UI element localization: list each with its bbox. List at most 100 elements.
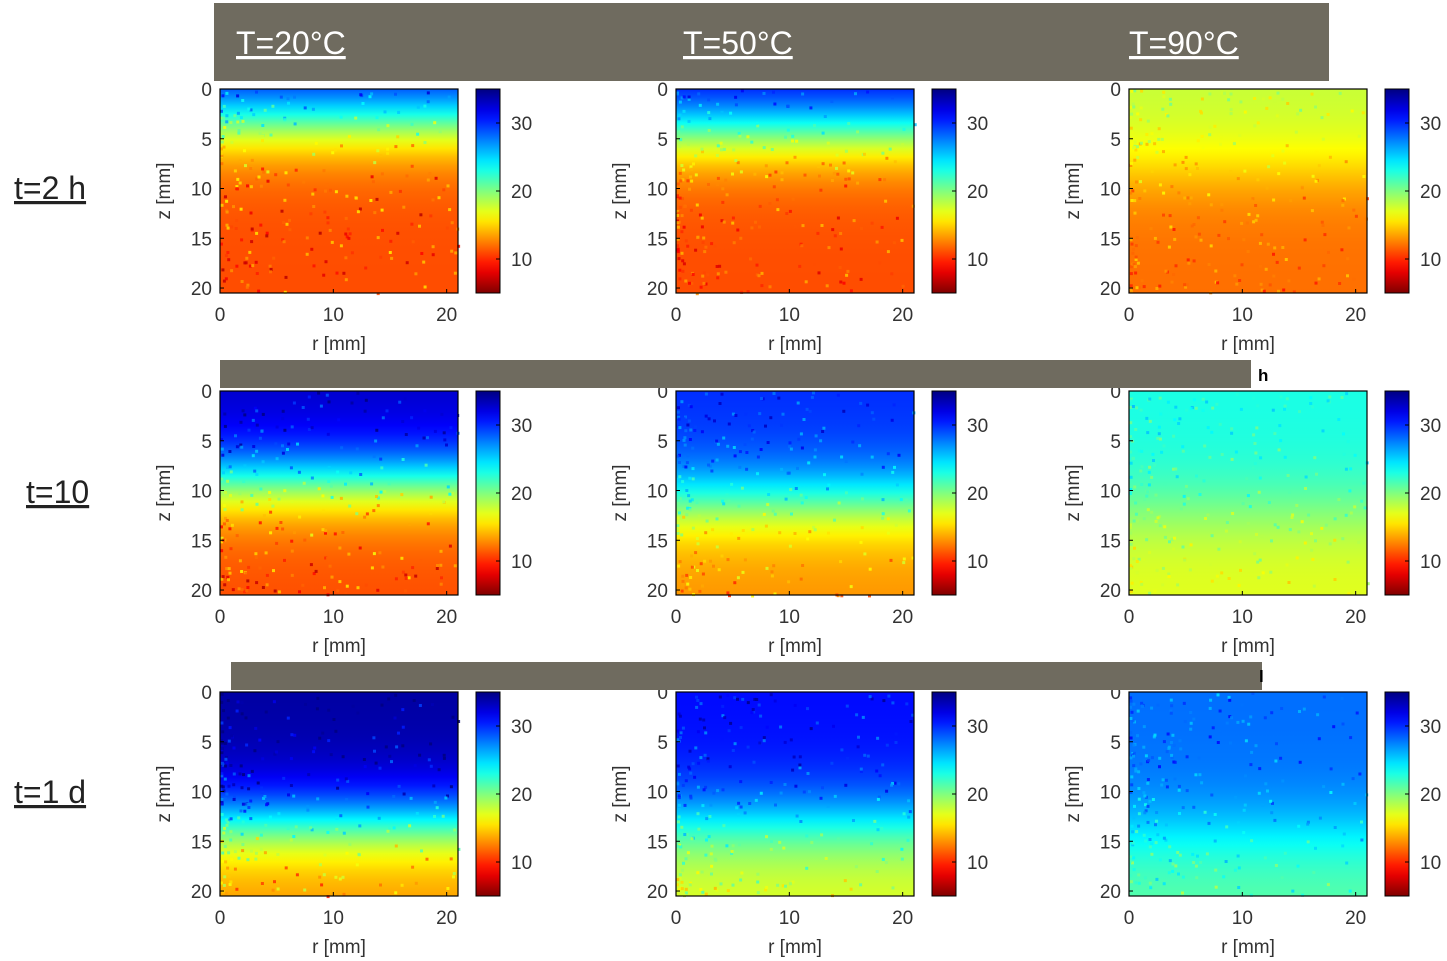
colorbar-tick-label: 30 xyxy=(1420,416,1441,437)
y-tick-label: 20 xyxy=(191,581,212,602)
colorbar-tick-label: 20 xyxy=(967,484,988,505)
colorbar-tick-label: 20 xyxy=(1420,182,1441,203)
colorbar-tick-label: 20 xyxy=(967,785,988,806)
y-tick-label: 20 xyxy=(191,279,212,300)
row-label-t2h: t=2 h xyxy=(14,170,86,206)
x-axis-label: r [mm] xyxy=(768,636,822,657)
y-tick-label: 20 xyxy=(1100,882,1121,903)
x-tick-label: 20 xyxy=(436,607,457,628)
x-tick-label: 20 xyxy=(892,908,913,929)
x-tick-label: 20 xyxy=(436,908,457,929)
colorbar-tick-label: 20 xyxy=(511,484,532,505)
colorbar-tick-label: 30 xyxy=(1420,114,1441,135)
y-axis-label: z [mm] xyxy=(154,465,175,522)
x-tick-label: 0 xyxy=(671,607,682,628)
y-tick-label: 20 xyxy=(647,882,668,903)
y-tick-label: 15 xyxy=(647,531,668,552)
colorbar-tick-label: 30 xyxy=(511,416,532,437)
x-tick-label: 20 xyxy=(892,607,913,628)
occluded-fragment-2: h xyxy=(1258,366,1268,385)
y-axis-label: z [mm] xyxy=(610,163,631,220)
colorbar-tick-label: 10 xyxy=(967,250,988,271)
x-tick-label: 20 xyxy=(892,305,913,326)
colorbar-tick-label: 10 xyxy=(967,552,988,573)
y-axis-label: z [mm] xyxy=(1063,465,1084,522)
y-tick-label: 0 xyxy=(657,80,668,101)
y-tick-label: 0 xyxy=(1110,80,1121,101)
heatmap-noise xyxy=(220,89,461,296)
x-axis-label: r [mm] xyxy=(312,334,366,355)
column-title-t20: T=20°C xyxy=(236,25,346,61)
colorbar-tick-label: 30 xyxy=(967,114,988,135)
row-divider-bar-3 xyxy=(231,662,1262,690)
heatmap-noise xyxy=(1129,692,1369,897)
colorbar-tick-label: 10 xyxy=(511,853,532,874)
axes-frame xyxy=(219,390,459,596)
x-axis-label: r [mm] xyxy=(1221,334,1275,355)
axes-frame xyxy=(1128,88,1368,294)
x-tick-label: 10 xyxy=(323,305,344,326)
x-tick-label: 0 xyxy=(1124,305,1135,326)
colorbar-tick-label: 10 xyxy=(511,250,532,271)
colorbar-tick-label: 20 xyxy=(967,182,988,203)
heatmap-field xyxy=(1129,692,1367,896)
axes-frame xyxy=(219,88,459,294)
heatmap-noise xyxy=(220,391,460,597)
x-axis-label: r [mm] xyxy=(1221,937,1275,958)
y-axis-label: z [mm] xyxy=(154,163,175,220)
x-tick-label: 10 xyxy=(1232,305,1253,326)
y-tick-label: 5 xyxy=(201,432,212,453)
y-axis-label: z [mm] xyxy=(610,766,631,823)
column-header-banner xyxy=(214,3,1329,81)
y-tick-label: 5 xyxy=(657,432,668,453)
y-tick-label: 10 xyxy=(647,482,668,503)
column-title-t50: T=50°C xyxy=(683,25,793,61)
axes-frame xyxy=(675,390,915,596)
y-tick-label: 0 xyxy=(201,683,212,704)
x-tick-label: 0 xyxy=(215,908,226,929)
x-axis-label: r [mm] xyxy=(1221,636,1275,657)
y-tick-label: 0 xyxy=(201,382,212,403)
y-tick-label: 20 xyxy=(647,581,668,602)
row-label-t10: t=10 xyxy=(26,474,89,510)
y-tick-label: 10 xyxy=(647,783,668,804)
heatmap-noise xyxy=(220,692,461,899)
heatmap-field xyxy=(1129,391,1367,595)
x-tick-label: 10 xyxy=(1232,908,1253,929)
x-axis-label: r [mm] xyxy=(312,937,366,958)
x-tick-label: 10 xyxy=(779,908,800,929)
y-tick-label: 5 xyxy=(1110,432,1121,453)
y-axis-label: z [mm] xyxy=(154,766,175,823)
x-tick-label: 20 xyxy=(1345,908,1366,929)
y-tick-label: 15 xyxy=(1100,531,1121,552)
y-tick-label: 15 xyxy=(1100,832,1121,853)
y-tick-label: 5 xyxy=(657,130,668,151)
x-tick-label: 0 xyxy=(215,305,226,326)
y-axis-label: z [mm] xyxy=(1063,766,1084,823)
y-tick-label: 20 xyxy=(1100,279,1121,300)
y-tick-label: 5 xyxy=(201,733,212,754)
colorbar-tick-label: 30 xyxy=(511,717,532,738)
axes-frame xyxy=(675,691,915,897)
colorbar-tick-label: 10 xyxy=(967,853,988,874)
y-tick-label: 0 xyxy=(201,80,212,101)
colorbar-tick-label: 30 xyxy=(1420,717,1441,738)
heatmap-field xyxy=(676,391,914,595)
y-tick-label: 0 xyxy=(1110,382,1121,403)
heatmap-field xyxy=(220,692,458,896)
axes-frame xyxy=(1128,691,1368,897)
y-tick-label: 5 xyxy=(657,733,668,754)
x-tick-label: 0 xyxy=(1124,607,1135,628)
colorbar-tick-label: 20 xyxy=(1420,484,1441,505)
colorbar-tick-label: 30 xyxy=(967,416,988,437)
y-tick-label: 15 xyxy=(647,229,668,250)
y-axis-label: z [mm] xyxy=(610,465,631,522)
column-title-t90: T=90°C xyxy=(1129,25,1239,61)
